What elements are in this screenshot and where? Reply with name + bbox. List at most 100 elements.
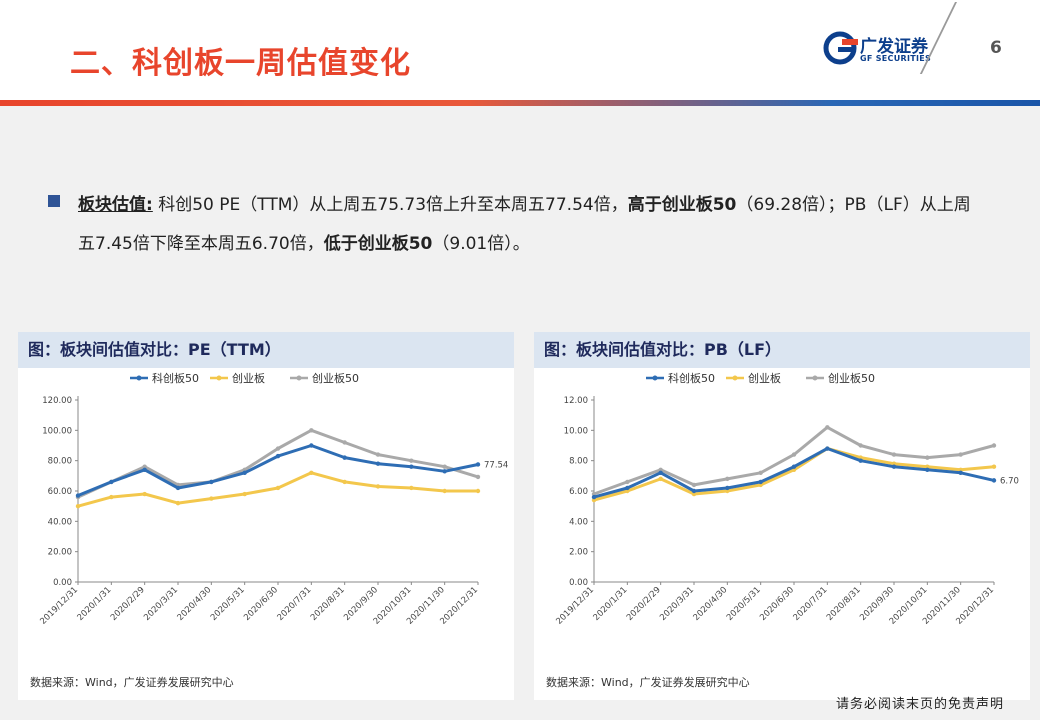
data-point [375,484,381,489]
x-tick-label: 2020/3/31 [142,585,180,623]
legend-label: 创业板 [748,371,781,385]
data-point [591,491,597,497]
data-point [691,482,697,488]
x-tick-label: 2019/12/31 [554,585,596,627]
pe-chart-panel: 图：板块间估值对比：PE（TTM） 科创板50 创业板 创业板50 0.00 20.00… [18,332,514,700]
x-tick-label: 2020/6/30 [242,585,280,623]
data-point [725,488,730,494]
disclaimer: 请务必阅读末页的免责声明 [836,697,1005,712]
y-tick-label: 0.00 [569,578,588,588]
data-point [825,425,830,430]
content-area: 板块估值: 科创50 PE（TTM）从上周五75.73倍上升至本周五77.54倍… [0,106,1040,720]
data-point [442,469,447,474]
gf-logo-icon [823,31,858,65]
y-tick-label: 120.00 [42,396,72,406]
x-tick-label: 2020/4/30 [176,585,214,623]
x-tick-label: 2020/2/29 [625,585,663,623]
legend-marker [732,375,738,381]
x-tick-label: 2020/7/31 [276,585,314,623]
y-tick-label: 80.00 [48,457,72,467]
pb-chart-source: 数据来源：Wind，广发证券发展研究中心 [546,676,750,689]
pe-chart: 科创板50 创业板 创业板50 0.00 20.00 40.00 60.00 80.00 100… [38,371,508,627]
data-point [175,485,181,491]
x-tick-label: 2020/3/31 [658,585,696,623]
data-point [725,476,730,482]
data-point [109,494,114,500]
data-point [475,462,481,467]
data-point [591,497,597,503]
page-title: 二、科创板一周估值变化 [70,46,411,81]
x-tick-label: 2020/8/31 [309,585,347,623]
legend-marker [136,375,142,381]
data-point [275,453,281,459]
x-tick-label: 2020/1/31 [76,585,114,623]
data-point [625,488,630,494]
data-point [958,470,963,475]
pe-chart-source: 数据来源：Wind，广发证券发展研究中心 [30,676,234,689]
data-point [309,443,314,448]
x-tick-label: 2020/5/31 [725,585,763,623]
legend-label: 创业板50 [828,371,875,385]
data-point [858,443,863,448]
data-point [75,493,81,498]
x-tick-label: 2020/8/31 [825,585,863,623]
summary-label: 板块估值: [78,195,153,215]
bullet-square-icon [48,195,60,207]
data-point [209,496,214,501]
data-point [275,485,281,491]
data-point [925,467,930,472]
data-point [275,446,281,451]
end-value-label: 77.54 [484,460,508,470]
summary-bold-2: 低于创业板50 [323,234,433,254]
header-color-bar [0,100,1040,106]
y-tick-label: 12.00 [564,396,588,406]
x-tick-label: 2020/4/30 [692,585,730,623]
y-tick-label: 60.00 [48,487,72,497]
summary-text-2: （69.28倍）；PB（LF）从上周五7.45倍下降至本周五6.70倍， [78,195,971,254]
legend-marker [296,375,302,381]
legend-label: 创业板 [232,371,265,385]
data-point [242,470,247,475]
data-point [991,478,997,483]
x-tick-label: 2020/7/31 [792,585,830,623]
data-point [791,452,797,457]
pb-chart-title: 图：板块间估值对比：PB（LF） [534,332,1030,368]
data-point [342,440,347,445]
page-number: 6 [990,38,1002,58]
data-point [825,446,830,451]
series-line-cyb50 [593,425,995,496]
pe-chart-title: 图：板块间估值对比：PE（TTM） [18,332,514,368]
legend-label: 科创板50 [152,371,199,385]
data-point [142,491,147,497]
data-point [958,467,963,472]
legend-marker [216,375,222,381]
x-tick-label: 2020/5/31 [209,585,247,623]
data-point [791,464,797,469]
data-point [925,455,930,460]
data-point [991,464,997,469]
data-point [858,458,863,463]
summary-text-3: （9.01倍）。 [432,234,530,254]
data-point [758,470,763,475]
data-point [375,461,381,466]
data-point [75,503,81,509]
gf-logo: 广发证券 GF SECURITIES [822,30,952,70]
data-point [309,470,314,475]
pb-chart-panel: 图：板块间估值对比：PB（LF） 科创板50 创业板 创业板50 0.00 2.00 4.… [534,332,1030,700]
data-point [209,479,214,485]
data-point [475,488,481,494]
legend-label: 科创板50 [668,371,715,385]
header: 二、科创板一周估值变化 广发证券 GF SECURITIES 6 [0,0,1040,100]
legend-marker [812,375,818,381]
data-point [925,464,930,469]
data-point [342,455,347,460]
x-tick-label: 2019/12/31 [38,585,80,627]
legend-marker [652,375,658,381]
data-point [625,485,630,491]
x-tick-label: 2020/1/31 [592,585,630,623]
data-point [409,485,414,491]
data-point [891,464,897,469]
y-tick-label: 20.00 [48,548,72,558]
y-tick-label: 2.00 [569,548,588,558]
data-point [109,479,114,485]
